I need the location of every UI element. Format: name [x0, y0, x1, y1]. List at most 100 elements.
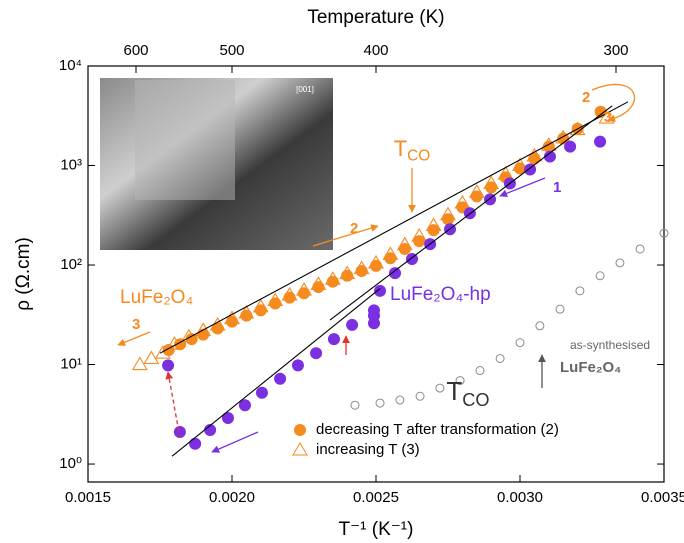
arrow: [312, 224, 379, 247]
annotation-text: 2: [582, 89, 590, 106]
data-point: [370, 259, 382, 272]
x-tick-label: 0.0020: [209, 489, 255, 506]
data-point: [411, 228, 428, 242]
data-point: [341, 269, 354, 282]
data-point: [535, 321, 545, 331]
data-point: [564, 140, 577, 153]
data-point: [195, 322, 212, 337]
x-tick-label: 0.0035: [641, 489, 684, 506]
x2-tick-label: 400: [363, 42, 388, 59]
data-point: [238, 399, 251, 412]
series: [131, 109, 615, 371]
data-point: [339, 265, 356, 280]
annotation: 1: [553, 179, 561, 196]
annotation: 2: [350, 220, 358, 237]
data-point: [540, 137, 557, 151]
data-point: [483, 175, 500, 190]
data-point: [346, 318, 359, 331]
y-tick-label: 10²: [60, 256, 82, 273]
arrow: [117, 331, 151, 346]
data-point: [398, 242, 411, 255]
data-point: [221, 412, 234, 425]
data-point: [310, 276, 327, 290]
annotation-text: T: [394, 136, 407, 161]
annotation-text: LuFe₂O₄: [120, 287, 193, 308]
data-point: [595, 271, 605, 281]
data-point: [204, 423, 217, 436]
data-point: [283, 291, 296, 304]
x2-tick-label: 600: [123, 42, 148, 59]
legend-symbol: [294, 424, 306, 436]
data-point: [310, 347, 323, 360]
data-point: [435, 383, 445, 393]
arrow: [499, 177, 546, 198]
x-tick-label: 0.0015: [65, 489, 111, 506]
data-point: [615, 258, 625, 268]
annotation: TCO: [446, 376, 489, 410]
data-point: [470, 190, 483, 203]
data-point: [131, 356, 148, 371]
data-point: [495, 353, 505, 363]
data-point: [281, 286, 298, 301]
data-point: [594, 135, 607, 148]
data-point: [528, 152, 541, 165]
x-tick-label: 0.0025: [353, 489, 399, 506]
data-point: [374, 284, 387, 297]
fit-line: [329, 105, 613, 321]
data-point: [269, 297, 282, 310]
data-point: [368, 254, 384, 269]
data-point: [555, 304, 565, 314]
data-point: [514, 162, 526, 175]
data-point: [396, 236, 413, 251]
x2-tick-label: 300: [603, 42, 628, 59]
data-point: [173, 425, 186, 438]
data-point: [143, 350, 160, 365]
annotation-text: LuFe₂O₄: [560, 359, 621, 376]
data-point: [291, 359, 304, 372]
data-point: [211, 322, 224, 335]
data-point: [327, 333, 340, 346]
data-point: [324, 271, 341, 285]
annotation-text: 1: [553, 179, 561, 196]
inset-texture: [135, 80, 235, 200]
annotation: LuFe₂O₄-hp: [390, 284, 491, 305]
annotation-text: T: [446, 376, 462, 406]
data-point: [569, 121, 586, 136]
data-point: [515, 338, 525, 348]
annotation: 3: [604, 109, 612, 126]
data-point: [350, 400, 360, 410]
data-point: [296, 281, 312, 296]
data-point: [189, 437, 202, 450]
annotation-sub: CO: [407, 148, 430, 165]
annotation: LuFe₂O₄: [120, 287, 193, 308]
legend-label: decreasing T after transformation (2): [316, 421, 559, 438]
data-point: [425, 217, 442, 231]
data-point: [154, 345, 171, 359]
data-point: [512, 157, 528, 172]
data-point: [162, 359, 175, 372]
y-tick-label: 10⁰: [59, 455, 82, 472]
annotation-text: 3: [132, 316, 140, 333]
arrow: [591, 83, 636, 123]
data-point: [440, 206, 456, 221]
annotation-text: 2: [350, 220, 358, 237]
data-point: [298, 287, 310, 300]
data-point: [485, 181, 498, 194]
annotation-text: LuFe₂O₄-hp: [390, 284, 491, 305]
data-point: [238, 304, 255, 319]
data-point: [226, 315, 238, 328]
data-point: [455, 376, 465, 386]
y-tick-label: 10¹: [60, 356, 82, 373]
data-point: [252, 298, 269, 313]
annotation: as-synthesised: [570, 338, 650, 352]
data-point: [255, 386, 268, 399]
legend-symbol: [292, 442, 308, 456]
data-point: [274, 372, 287, 385]
data-point: [526, 147, 543, 162]
data-point: [475, 366, 485, 376]
annotation-text: as-synthesised: [570, 338, 650, 352]
data-point: [384, 252, 397, 265]
data-point: [659, 228, 669, 238]
data-point: [468, 184, 485, 198]
